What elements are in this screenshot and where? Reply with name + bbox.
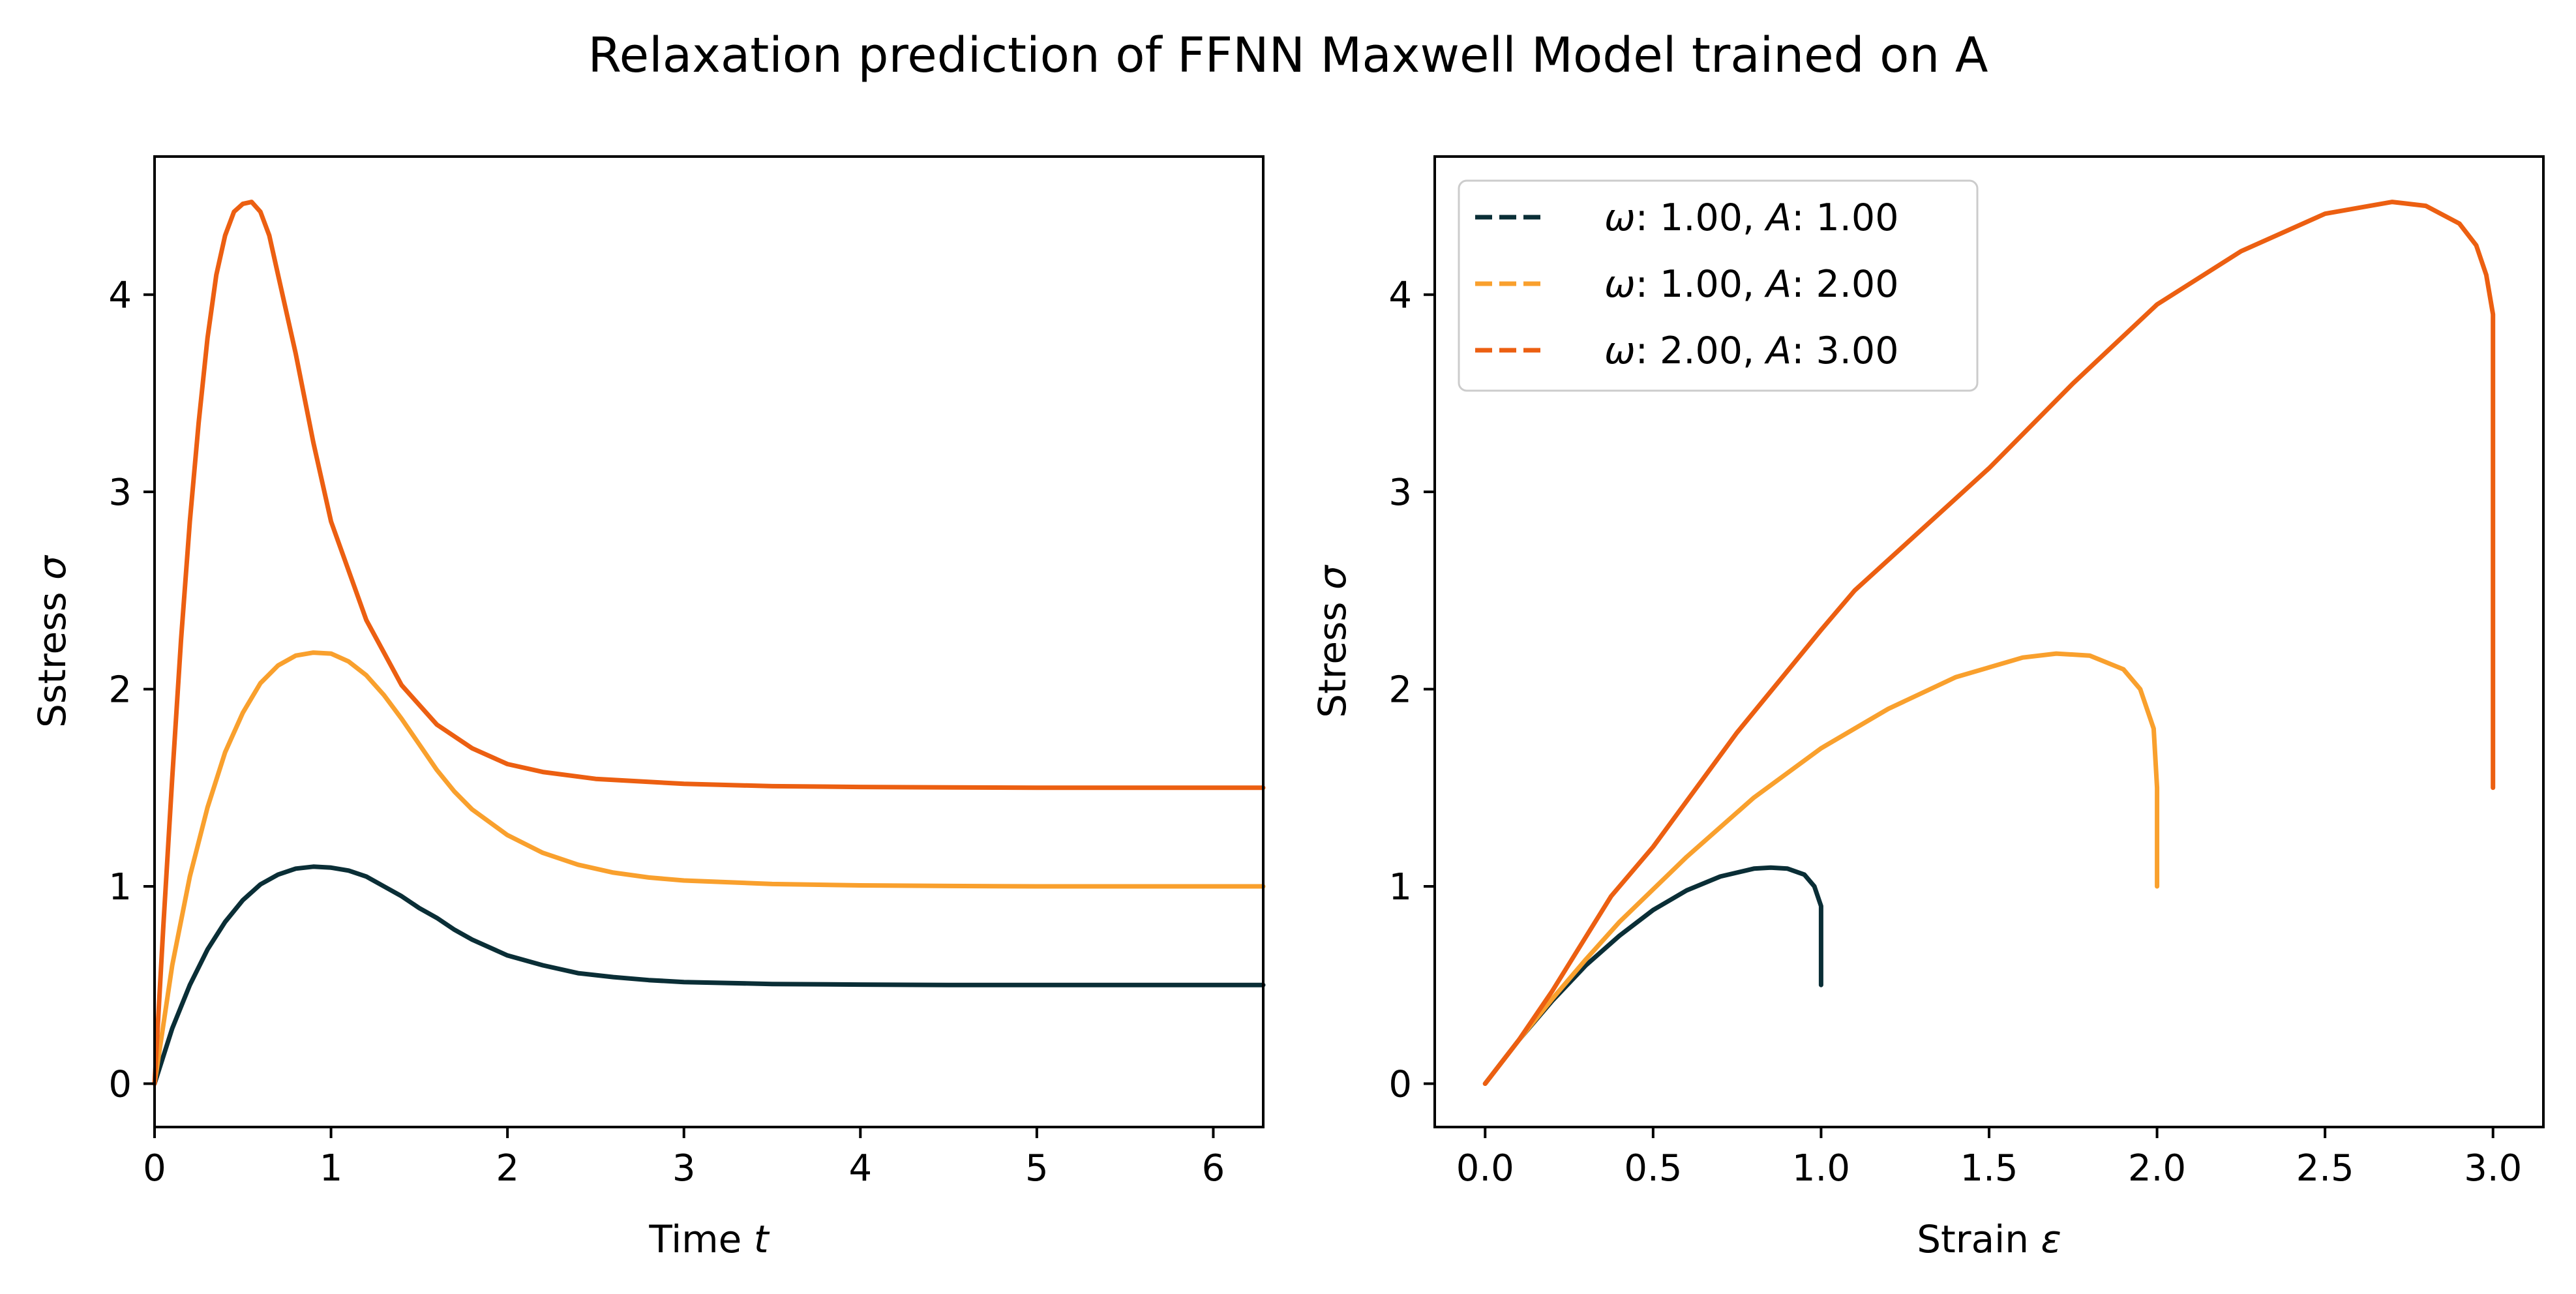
- left-plot-series-line: [152, 864, 1266, 1086]
- left-plot-x-tick-label: 5: [1025, 1147, 1049, 1190]
- left-plot: 0 1 2 3 4 5 6 0 1 2 3 4 Time t Sstress σ: [30, 155, 1266, 1261]
- left-plot-x-tick-label: 2: [496, 1147, 519, 1190]
- right-plot-x-tick-label: 2.0: [2128, 1147, 2186, 1190]
- right-plot-x-tick-label: 1.5: [1960, 1147, 2018, 1190]
- legend: ω: 1.00, A: 1.00 ω: 1.00, A: 2.00 ω: 2.0…: [1458, 179, 1979, 392]
- left-plot-x-tick-label: 3: [672, 1147, 696, 1190]
- left-plot-frame: [153, 155, 1265, 1128]
- right-plot-lines: [1482, 200, 2496, 1086]
- left-plot-y-ticks: 0 1 2 3 4: [108, 275, 155, 1106]
- left-plot-series-line: [152, 650, 1266, 1086]
- right-plot-y-ticks: 0 1 2 3 4: [1388, 275, 1435, 1106]
- right-plot-x-tick-label: 2.5: [2296, 1147, 2354, 1190]
- right-plot-y-tick-label: 1: [1388, 866, 1412, 909]
- right-plot-x-tick-label: 3.0: [2464, 1147, 2522, 1190]
- right-plot-y-tick-label: 2: [1388, 669, 1412, 712]
- left-plot-y-tick-label: 4: [108, 275, 132, 317]
- left-plot-y-label: Sstress σ: [30, 554, 74, 728]
- left-plot-x-tick-label: 4: [848, 1147, 872, 1190]
- legend-label: ω: 2.00, A: 3.00: [1604, 329, 1898, 372]
- right-plot-y-label: Stress σ: [1310, 564, 1355, 718]
- right-plot-series-line: [1482, 200, 2496, 1086]
- legend-box: [1458, 179, 1979, 392]
- legend-entry: ω: 2.00, A: 3.00: [1475, 329, 1898, 372]
- left-plot-x-ticks: 0 1 2 3 4 5 6: [143, 1127, 1225, 1190]
- legend-label: ω: 1.00, A: 2.00: [1604, 263, 1898, 306]
- legend-label: ω: 1.00, A: 1.00: [1604, 196, 1898, 239]
- right-plot-y-tick-label: 3: [1388, 472, 1412, 514]
- left-plot-y-tick-label: 1: [108, 866, 132, 909]
- left-plot-y-tick-label: 0: [108, 1063, 132, 1106]
- right-plot-x-tick-label: 0.0: [1456, 1147, 1514, 1190]
- figure-title: Relaxation prediction of FFNN Maxwell Mo…: [588, 27, 1988, 83]
- left-plot-series-line: [152, 200, 1266, 1086]
- right-plot-x-label: Strain ε: [1917, 1217, 2061, 1261]
- left-plot-x-tick-label: 0: [143, 1147, 166, 1190]
- right-plot-series-line: [1482, 651, 2160, 1086]
- right-plot-x-tick-label: 0.5: [1624, 1147, 1682, 1190]
- left-plot-x-tick-label: 6: [1202, 1147, 1225, 1190]
- left-plot-x-tick-label: 1: [320, 1147, 343, 1190]
- right-plot-x-tick-label: 1.0: [1792, 1147, 1850, 1190]
- right-plot-y-tick-label: 0: [1388, 1063, 1412, 1106]
- left-plot-y-tick-label: 3: [108, 472, 132, 514]
- legend-entry: ω: 1.00, A: 1.00: [1475, 196, 1898, 239]
- left-plot-x-label: Time t: [648, 1217, 770, 1261]
- right-plot-y-tick-label: 4: [1388, 275, 1412, 317]
- right-plot: 0.0 0.5 1.0 1.5 2.0 2.5 3.0 0 1 2 3 4 Strain ε Str…: [1310, 155, 2545, 1261]
- left-plot-lines: [152, 200, 1266, 1086]
- right-plot-x-ticks: 0.0 0.5 1.0 1.5 2.0 2.5 3.0: [1456, 1127, 2522, 1190]
- left-plot-y-tick-label: 2: [108, 669, 132, 712]
- legend-entry: ω: 1.00, A: 2.00: [1475, 263, 1898, 306]
